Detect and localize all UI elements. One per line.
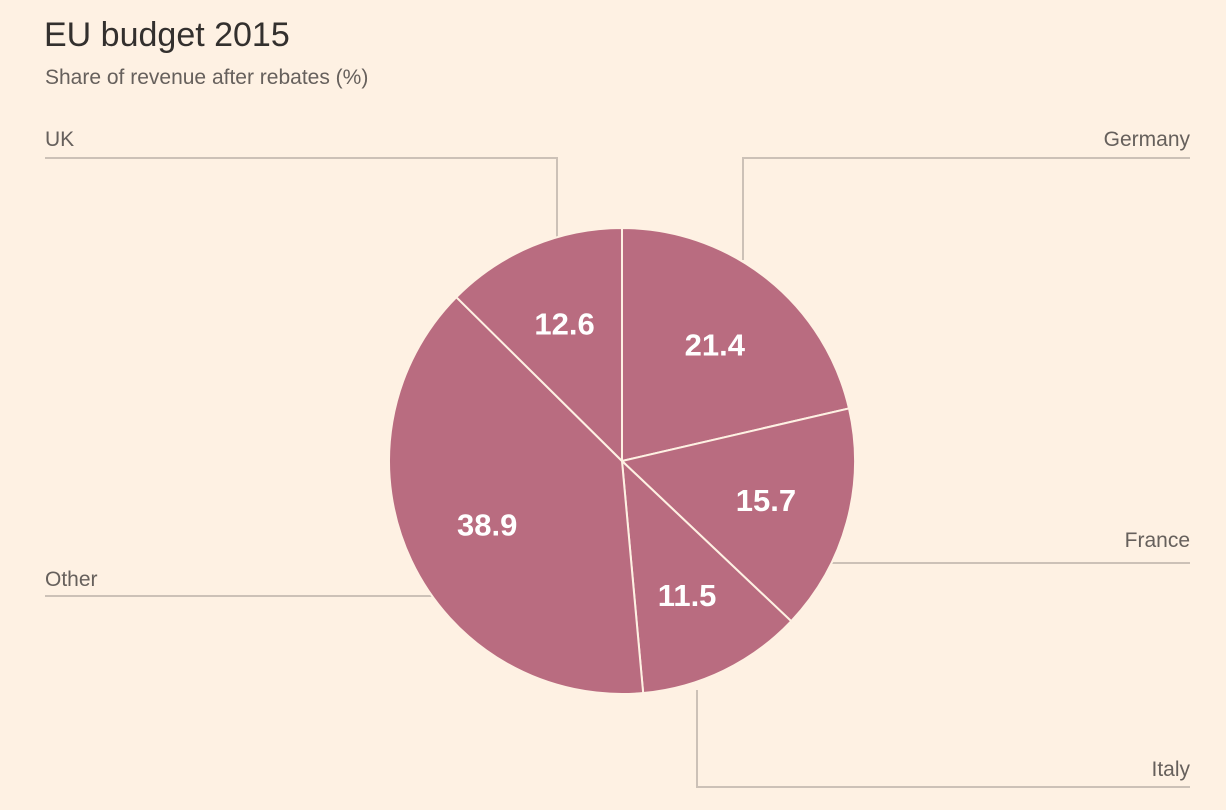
callout-label-france: France <box>1125 529 1190 552</box>
slice-value-uk: 12.6 <box>534 306 594 341</box>
pie-slice-france <box>619 407 856 623</box>
leader-line-germany <box>742 157 1190 260</box>
chart-title: EU budget 2015 <box>44 16 290 54</box>
chart-subtitle: Share of revenue after rebates (%) <box>45 66 369 89</box>
leader-line-italy <box>696 690 1190 788</box>
callout-label-other: Other <box>45 568 98 591</box>
leader-line-uk <box>45 157 558 240</box>
slice-value-labels: 21.4 15.7 11.5 38.9 12.6 <box>457 306 796 613</box>
pie-slice-germany <box>621 226 851 463</box>
callout-label-germany: Germany <box>1104 128 1191 151</box>
slice-value-italy: 11.5 <box>658 578 717 613</box>
slice-value-france: 15.7 <box>736 483 796 518</box>
pie-slices <box>388 226 856 695</box>
slice-value-germany: 21.4 <box>685 327 746 362</box>
pie-slice-uk <box>454 226 623 464</box>
pie-slice-other <box>388 295 645 695</box>
slice-value-other: 38.9 <box>457 508 517 543</box>
callout-label-uk: UK <box>45 128 74 151</box>
pie-slice-italy <box>620 458 793 695</box>
callout-label-italy: Italy <box>1151 758 1190 781</box>
callout-labels: Germany France Italy Other UK <box>45 128 1190 781</box>
leader-lines <box>45 157 1190 788</box>
